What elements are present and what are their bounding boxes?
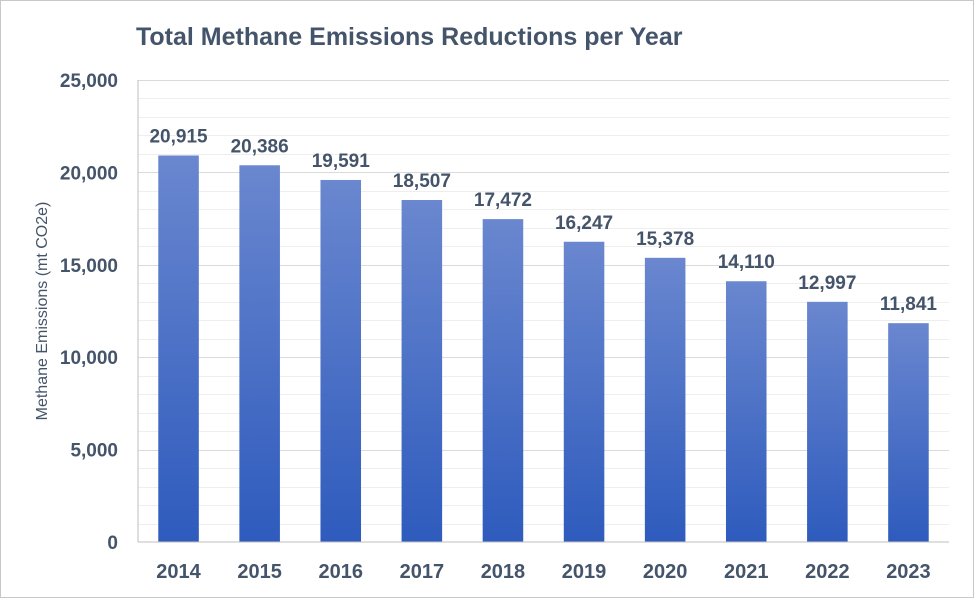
x-tick-label: 2021	[724, 561, 769, 583]
x-tick-label: 2022	[805, 561, 850, 583]
x-tick-label: 2015	[237, 561, 282, 583]
x-tick-label: 2014	[156, 561, 201, 583]
x-axis-ticks: 2014 2015 2016 2017 2018 2019 2020 2021 2022 2023	[156, 561, 930, 583]
bar	[725, 281, 767, 542]
data-label: 15,378	[636, 229, 694, 250]
y-tick-label: 0	[107, 533, 118, 554]
y-tick-label: 25,000	[60, 71, 118, 92]
bar	[482, 219, 524, 543]
bar	[239, 165, 280, 542]
data-label: 16,247	[555, 213, 613, 234]
data-label: 20,915	[149, 126, 208, 147]
bar	[807, 301, 848, 542]
data-label: 14,110	[718, 252, 775, 273]
bar	[320, 179, 362, 542]
data-label: 11,841	[880, 294, 937, 315]
y-tick-label: 15,000	[60, 256, 118, 277]
y-axis-title: Methane Emissions (mt CO2e)	[34, 202, 51, 421]
x-tick-label: 2023	[886, 561, 931, 583]
x-tick-label: 2016	[319, 561, 364, 583]
x-tick-label: 2017	[400, 561, 445, 583]
x-tick-label: 2019	[562, 561, 607, 583]
chart-title: Total Methane Emissions Reductions per Y…	[136, 23, 683, 51]
bar	[644, 257, 686, 542]
data-label: 19,591	[312, 151, 371, 172]
data-labels: 20,915 20,386 19,591 18,507 17,472 16,247 15,3…	[149, 126, 937, 315]
bar	[401, 199, 443, 542]
y-tick-label: 20,000	[60, 163, 118, 184]
x-tick-label: 2020	[643, 561, 688, 583]
data-label: 20,386	[231, 136, 289, 157]
bar	[888, 323, 929, 542]
data-label: 17,472	[474, 190, 532, 211]
y-axis-ticks: 0 5,000 10,000 15,000 20,000 25,000	[60, 71, 118, 554]
data-label: 12,997	[798, 273, 856, 294]
bar	[563, 241, 605, 543]
x-tick-label: 2018	[481, 561, 526, 583]
bar	[158, 155, 199, 543]
y-tick-label: 5,000	[70, 441, 118, 462]
bars	[158, 155, 929, 543]
y-tick-label: 10,000	[60, 348, 118, 369]
data-label: 18,507	[393, 171, 451, 192]
